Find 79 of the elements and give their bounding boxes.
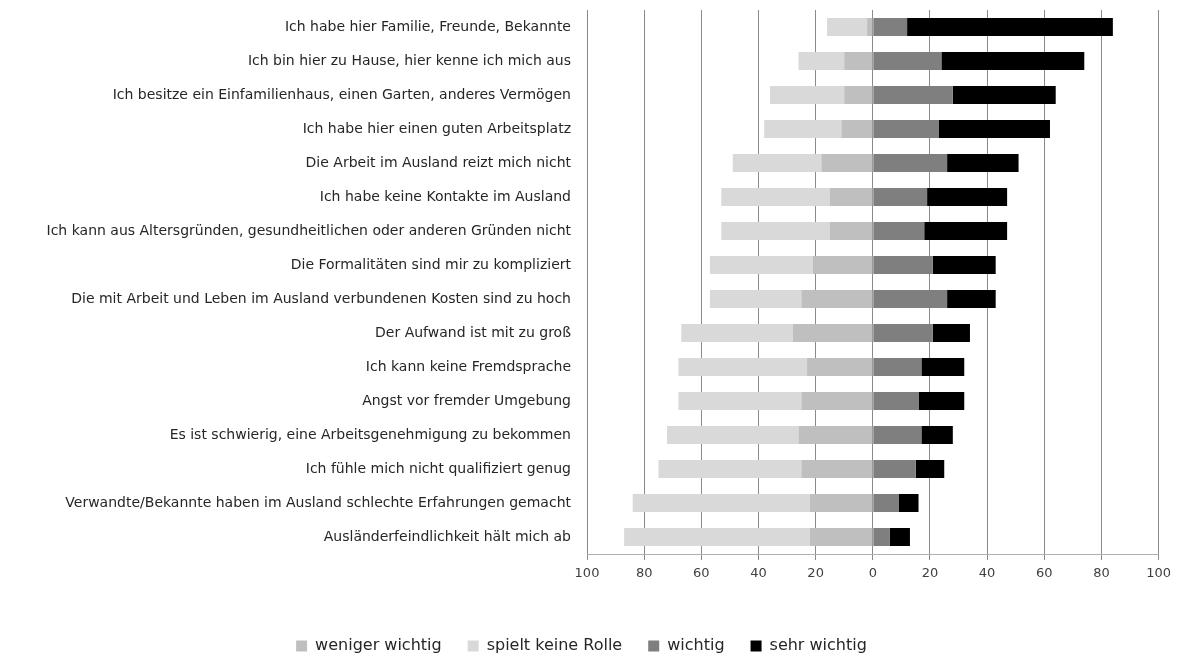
y-tick-label: Die Arbeit im Ausland reizt mich nicht <box>305 153 572 170</box>
y-tick-label: Angst vor fremder Umgebung <box>362 391 571 408</box>
y-tick-label: Ich habe keine Kontakte im Ausland <box>319 187 571 204</box>
bar <box>921 425 953 445</box>
bar <box>812 255 873 275</box>
y-tick-label: Ich habe hier Familie, Freunde, Bekannte <box>284 17 571 34</box>
bar <box>921 357 965 377</box>
bar <box>932 323 970 343</box>
bar <box>889 527 910 547</box>
bar <box>947 289 996 309</box>
bar <box>927 187 1008 207</box>
x-tick-label: 40 <box>978 565 996 581</box>
y-tick-label: Es ist schwierig, eine Arbeitsgenehmigung zu bekommen <box>169 425 571 442</box>
bar <box>798 51 845 71</box>
bar <box>947 153 1019 173</box>
bar <box>918 391 965 411</box>
bar <box>867 17 873 37</box>
y-tick-label: Ich besitze ein Einfamilienhaus, einen Garten, anderes Vermögen <box>112 85 571 102</box>
bar <box>941 51 1085 71</box>
y-tick-label: Ausländerfeindlichkeit hält mich ab <box>323 527 572 544</box>
bar <box>709 289 802 309</box>
bar <box>807 357 873 377</box>
x-tick-label: 100 <box>574 565 600 581</box>
y-tick-label: Ich kann keine Fremdsprache <box>365 357 571 374</box>
bar <box>809 527 873 547</box>
bar <box>938 119 1050 139</box>
bar <box>924 221 1008 241</box>
bar <box>798 425 873 445</box>
x-tick-label: 20 <box>921 565 939 581</box>
bar <box>681 323 793 343</box>
legend-label: sehr wichtig <box>769 635 867 655</box>
y-tick-label: Der Aufwand ist mit zu groß <box>375 323 572 340</box>
bar <box>632 493 810 513</box>
x-tick-label: 40 <box>750 565 767 581</box>
bar <box>678 391 802 411</box>
y-tick-label: Ich fühle mich nicht qualifiziert genug <box>305 459 571 476</box>
bar <box>844 51 873 71</box>
bar <box>764 119 842 139</box>
y-tick-label: Verwandte/Bekannte haben im Ausland schlechte Erfahrungen gemacht <box>65 493 572 510</box>
x-tick-label: 80 <box>1093 565 1110 581</box>
legend-label: wichtig <box>667 635 725 655</box>
y-tick-label: Die mit Arbeit und Leben im Ausland verbundenen Kosten sind zu hoch <box>71 289 571 306</box>
x-tick-label: 60 <box>693 565 710 581</box>
x-tick-label: 0 <box>868 565 877 581</box>
y-tick-label: Die Formalitäten sind mir zu kompliziert <box>290 255 572 272</box>
bar <box>844 85 873 105</box>
bar <box>915 459 945 479</box>
bar <box>624 527 810 547</box>
bar <box>841 119 873 139</box>
bar <box>678 357 808 377</box>
bar <box>829 187 873 207</box>
x-tick-label: 20 <box>807 565 824 581</box>
bar <box>952 85 1056 105</box>
bar <box>809 493 873 513</box>
bar <box>658 459 802 479</box>
bar <box>801 459 873 479</box>
bar <box>907 17 1113 37</box>
bar <box>721 221 830 241</box>
y-tick-label: Ich kann aus Altersgründen, gesundheitlichen oder anderen Gründen nicht <box>46 221 572 238</box>
bar <box>769 85 845 105</box>
bar <box>721 187 830 207</box>
bar <box>667 425 799 445</box>
x-tick-label: 100 <box>1146 565 1172 581</box>
bar <box>801 391 873 411</box>
x-tick-label: 60 <box>1036 565 1053 581</box>
bar <box>829 221 873 241</box>
y-tick-label: Ich bin hier zu Hause, hier kenne ich mich aus <box>247 51 571 68</box>
legend-label: weniger wichtig <box>315 635 442 655</box>
bar <box>732 153 822 173</box>
bar <box>801 289 873 309</box>
bar <box>821 153 873 173</box>
bar <box>932 255 996 275</box>
bar <box>898 493 919 513</box>
bar <box>709 255 813 275</box>
legend-label: spielt keine Rolle <box>486 635 623 655</box>
y-tick-label: Ich habe hier einen guten Arbeitsplatz <box>302 119 571 136</box>
bar <box>792 323 873 343</box>
bar <box>827 17 868 37</box>
x-tick-label: 80 <box>635 565 653 581</box>
